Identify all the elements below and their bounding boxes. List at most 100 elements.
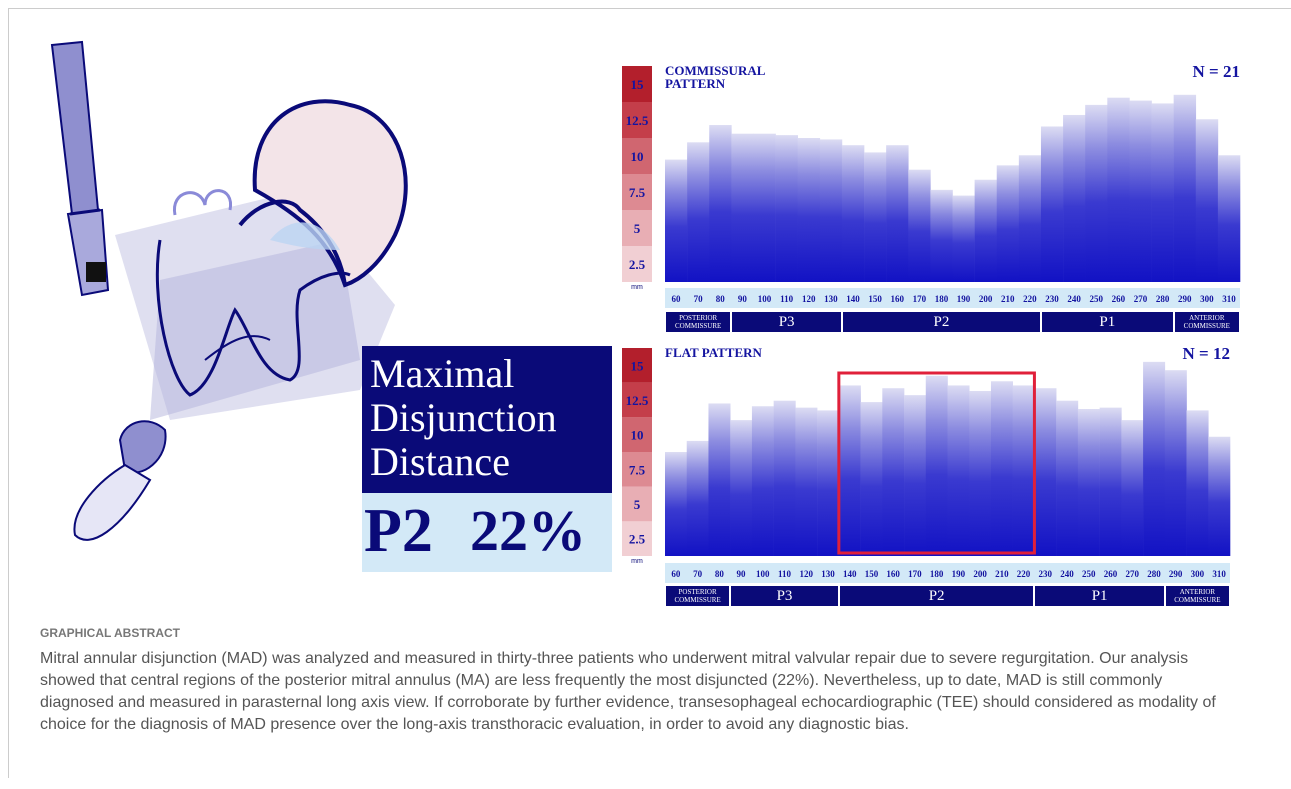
bar [817,410,839,556]
bar [861,402,883,556]
y-tick-label: 12.5 [626,393,649,408]
y-tick-label: 5 [634,497,641,512]
x-tick-label: 250 [1090,294,1104,304]
bar [1208,437,1230,556]
x-tick-label: 230 [1039,569,1053,579]
bar [1107,98,1129,282]
panel-title: Maximal Disjunction Distance [370,352,605,484]
bar [926,376,948,556]
chart-title: FLAT PATTERN [665,346,785,359]
bar [948,385,970,556]
x-tick-label: 310 [1222,294,1236,304]
x-tick-label: 290 [1169,569,1183,579]
unit-label: mm [631,558,643,565]
bar [1013,385,1035,556]
x-tick-label: 100 [758,294,772,304]
x-tick-label: 300 [1191,569,1205,579]
segment-label: P3 [732,312,841,332]
panel-percent: 22% [470,494,586,568]
bar [1063,115,1085,282]
x-tick-label: 110 [778,569,792,579]
x-tick-label: 270 [1125,569,1139,579]
bar [1121,420,1143,556]
bar [1152,103,1174,282]
x-tick-label: 120 [802,294,816,304]
bar [708,403,730,556]
bar [991,381,1013,556]
x-tick-label: 280 [1156,294,1170,304]
bar [709,125,731,282]
bar [1165,370,1187,556]
x-tick-label: 130 [824,294,838,304]
y-tick-label: 2.5 [629,257,646,272]
x-tick-label: 230 [1045,294,1059,304]
x-tick-label: 200 [973,569,987,579]
x-tick-label: 280 [1147,569,1161,579]
segment-label: ANTERIOR COMMISSURE [1166,586,1229,606]
segment-label: P2 [840,586,1034,606]
bar [904,395,926,556]
y-tick-label: 12.5 [626,113,649,128]
bar [730,420,752,556]
n-label: N = 12 [1110,344,1230,364]
bar [842,145,864,282]
segment-label: P3 [731,586,838,606]
y-tick-label: 5 [634,221,641,236]
y-tick-label: 7.5 [629,185,646,200]
segment-label: P1 [1042,312,1173,332]
x-tick-label: 250 [1082,569,1096,579]
x-tick-label: 80 [715,569,725,579]
bar [1019,155,1041,282]
bar [864,152,886,282]
x-tick-label: 300 [1200,294,1214,304]
x-tick-label: 170 [908,569,922,579]
x-tick-label: 190 [952,569,966,579]
segment-label: P2 [843,312,1040,332]
bar [1174,95,1196,282]
unit-label: mm [631,284,643,291]
bar [753,134,775,282]
x-tick-label: 220 [1023,294,1037,304]
x-tick-label: 70 [693,569,703,579]
bar [1085,105,1107,282]
x-tick-label: 170 [913,294,927,304]
x-tick-label: 190 [957,294,971,304]
x-tick-label: 150 [865,569,879,579]
y-tick-label: 10 [631,149,644,164]
category-row [665,563,1230,583]
bar [1100,408,1122,556]
x-tick-label: 90 [737,569,747,579]
bar [665,160,687,282]
bar [1129,101,1151,282]
bar [1218,155,1240,282]
bar [1187,410,1209,556]
x-tick-label: 200 [979,294,993,304]
bar [953,196,975,282]
x-tick-label: 270 [1134,294,1148,304]
chart-title: COMMISSURAL PATTERN [665,64,785,90]
x-tick-label: 160 [886,569,900,579]
x-tick-label: 100 [756,569,770,579]
x-tick-label: 240 [1060,569,1074,579]
bar [795,408,817,556]
bar [776,135,798,282]
bar [687,441,709,556]
x-tick-label: 220 [1017,569,1031,579]
x-tick-label: 60 [672,294,682,304]
bar [969,391,991,556]
bar [1143,362,1165,556]
y-tick-label: 15 [631,77,645,92]
y-tick-label: 10 [631,428,644,443]
illustration [52,42,406,540]
x-tick-label: 210 [995,569,1009,579]
bar [665,452,687,556]
x-tick-label: 140 [846,294,860,304]
segment-label: ANTERIOR COMMISSURE [1175,312,1239,332]
x-tick-label: 210 [1001,294,1015,304]
n-label: N = 21 [1120,62,1240,82]
x-tick-label: 260 [1112,294,1126,304]
segment-label: POSTERIOR COMMISSURE [666,312,730,332]
bar [886,145,908,282]
bar [1078,409,1100,556]
x-tick-label: 310 [1212,569,1226,579]
